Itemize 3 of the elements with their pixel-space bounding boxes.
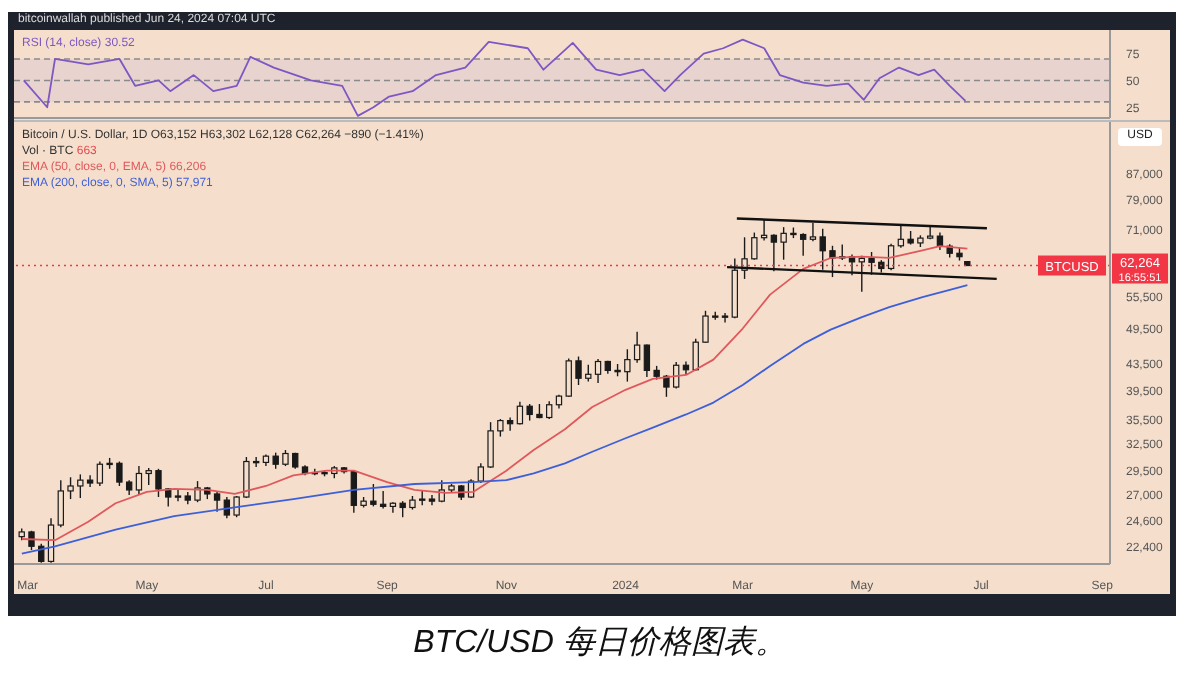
candlestick bbox=[174, 489, 182, 502]
text: BTC/USD 每日价格图表。 bbox=[411, 623, 789, 664]
line-series bbox=[22, 38, 967, 117]
